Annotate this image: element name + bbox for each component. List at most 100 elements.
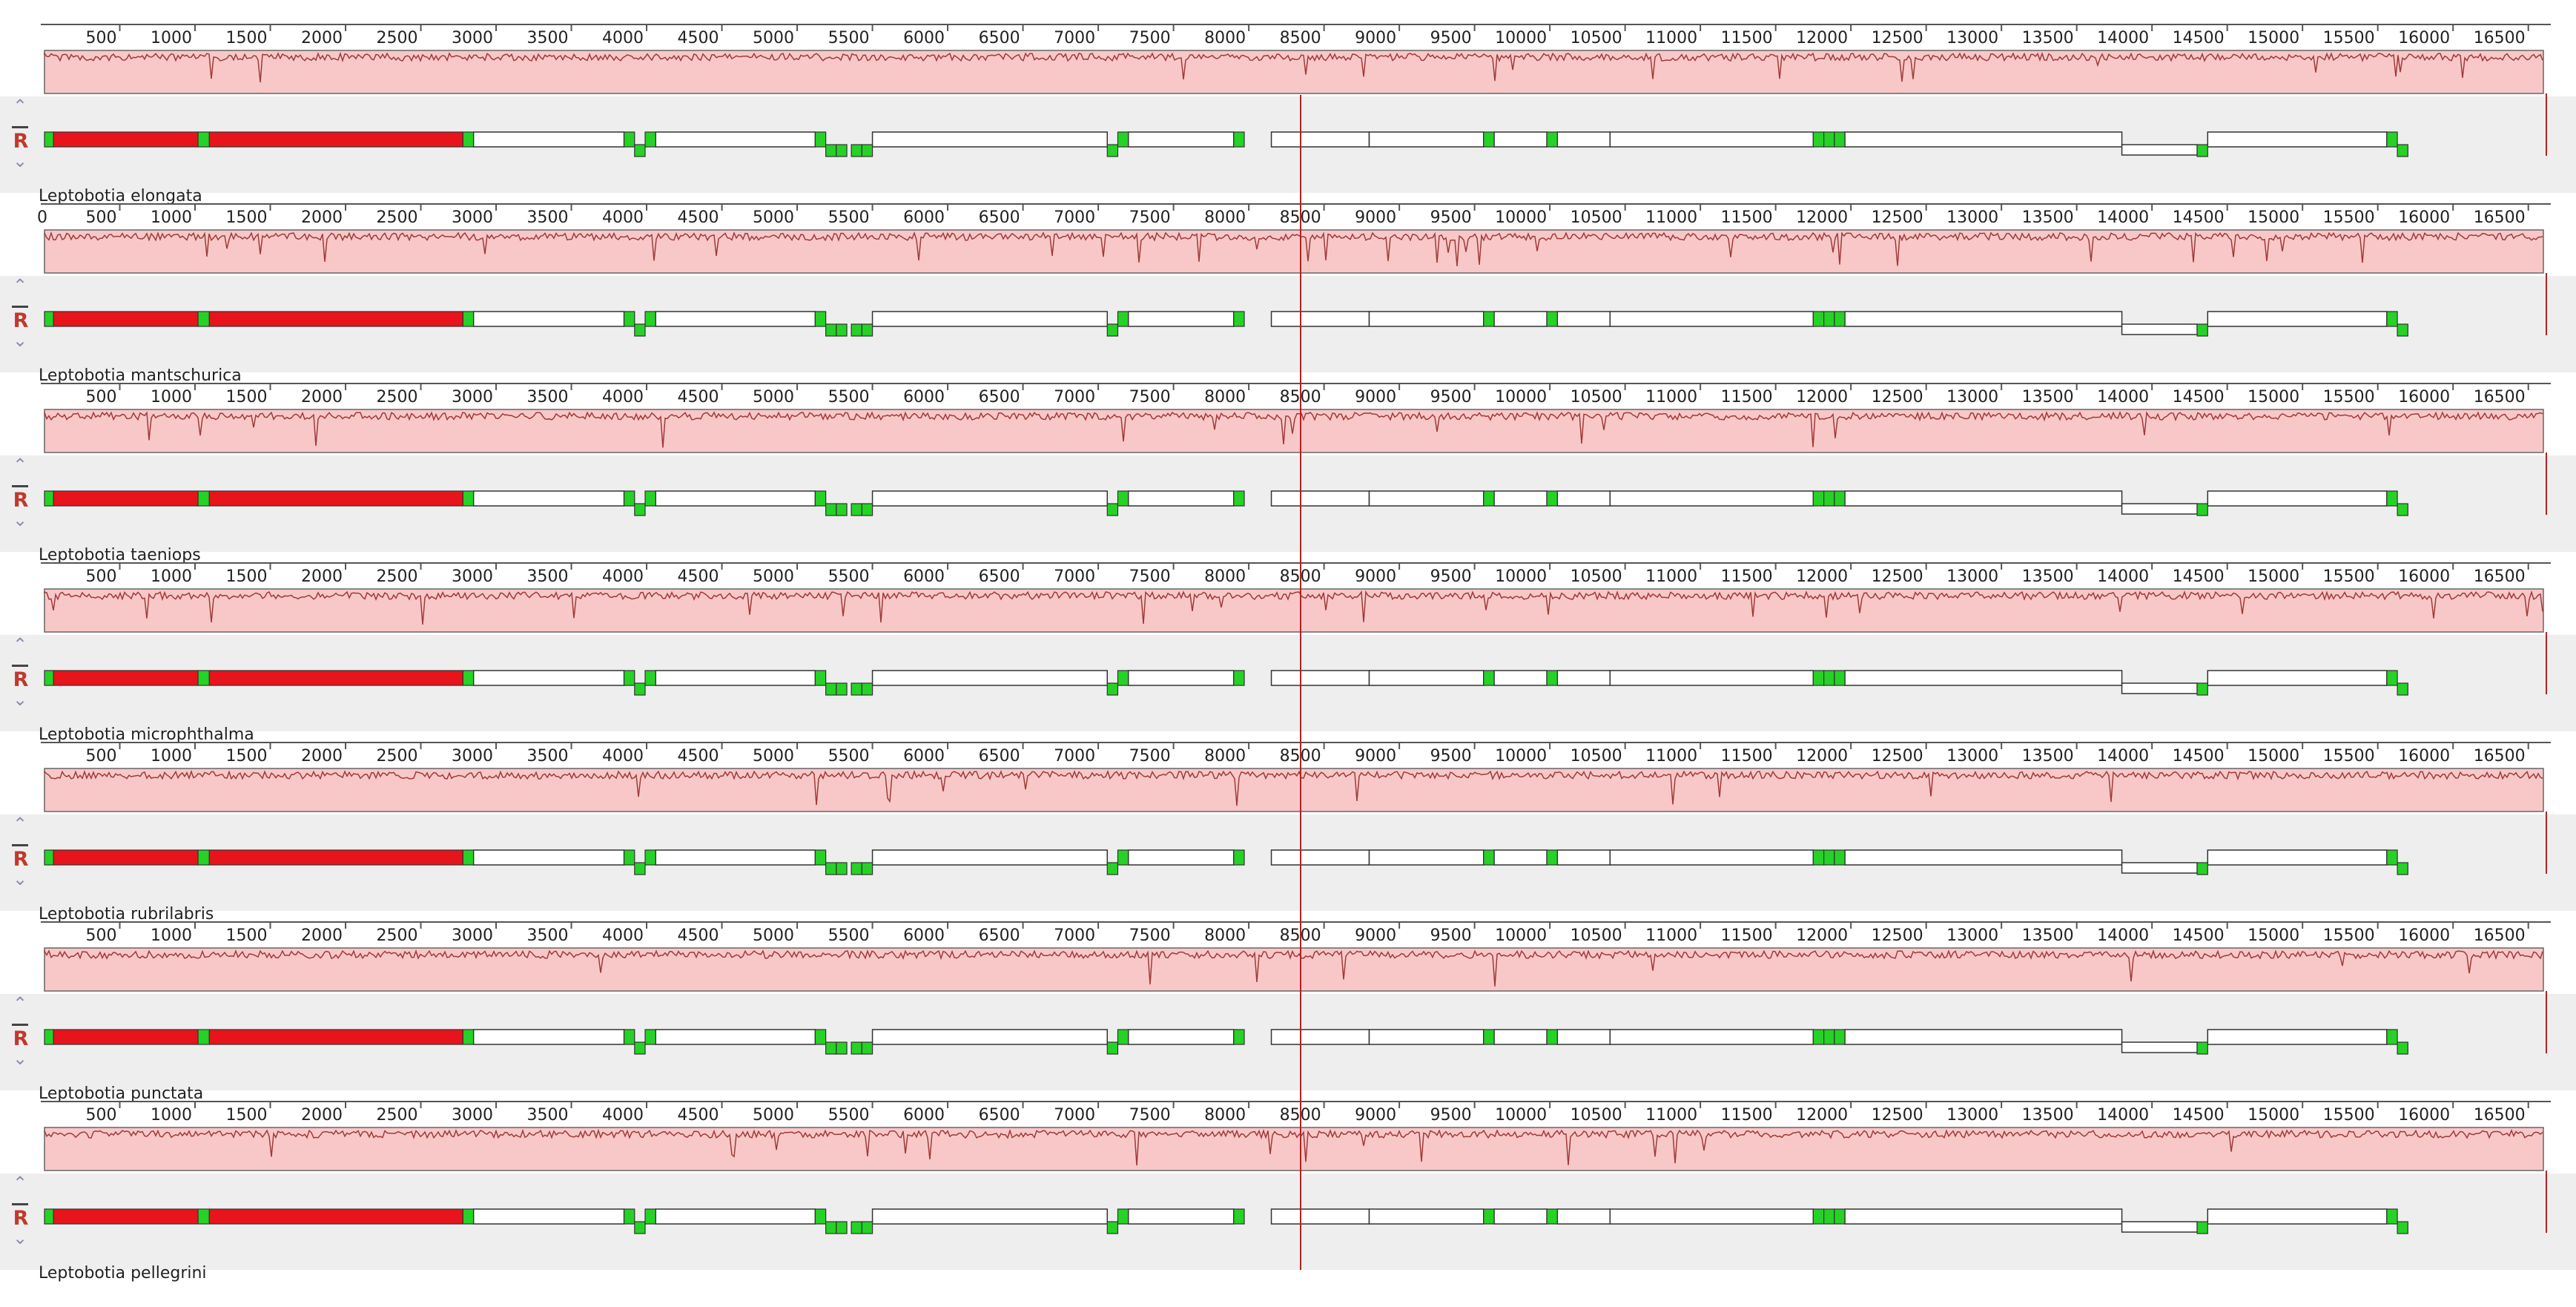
chevron-up-icon[interactable]: ⌃: [12, 993, 28, 1014]
chevron-down-icon[interactable]: ⌄: [12, 1048, 28, 1069]
ruler-tick-label: 14500: [2173, 1106, 2225, 1125]
trna-feature: [861, 1041, 873, 1055]
rrna-feature: [208, 1208, 463, 1225]
trna-feature: [197, 131, 210, 148]
ruler-tick-label: 6500: [979, 1106, 1020, 1125]
trna-feature: [1812, 490, 1825, 507]
minus-icon[interactable]: [12, 1203, 28, 1205]
reverse-complement-button[interactable]: R: [13, 1027, 29, 1050]
cds-feature: [1270, 490, 1370, 507]
ruler-tick-label: 5500: [828, 926, 870, 945]
reverse-complement-button[interactable]: R: [13, 1207, 29, 1230]
trna-feature: [1106, 1221, 1119, 1234]
trna-feature: [814, 311, 827, 327]
ruler-tick-label: 2000: [301, 926, 343, 945]
trna-feature: [1546, 1208, 1558, 1225]
trna-feature: [623, 311, 635, 327]
trna-feature: [825, 323, 837, 337]
reverse-complement-button[interactable]: R: [13, 130, 29, 153]
chevron-down-icon[interactable]: ⌄: [12, 510, 28, 530]
ruler-tick-label: 10000: [1495, 926, 1547, 945]
chevron-up-icon[interactable]: ⌃: [12, 634, 28, 655]
trna-feature: [2196, 503, 2208, 516]
ruler-tick-label: 500: [86, 747, 117, 766]
minus-icon[interactable]: [12, 844, 28, 846]
minus-icon[interactable]: [12, 665, 28, 667]
trna-feature: [1106, 862, 1119, 875]
cds-feature: [472, 131, 625, 148]
rrna-feature: [208, 311, 463, 327]
cds-feature: [472, 490, 625, 507]
trna-feature: [1834, 311, 1846, 327]
chevron-down-icon[interactable]: ⌄: [12, 151, 28, 171]
ruler-tick-label: 9500: [1430, 1106, 1472, 1125]
ruler-tick-label: 1500: [226, 926, 268, 945]
chevron-down-icon[interactable]: ⌄: [12, 689, 28, 710]
ruler-tick-label: 15500: [2323, 1106, 2375, 1125]
trna-feature: [623, 1029, 635, 1045]
similarity-profile-line: [44, 1128, 2543, 1166]
reverse-complement-button[interactable]: R: [13, 489, 29, 512]
ruler-tick-label: 13000: [1946, 29, 1998, 47]
trna-feature: [197, 311, 210, 327]
ruler-tick-label: 16000: [2398, 567, 2450, 586]
reverse-complement-button[interactable]: R: [13, 309, 29, 332]
ruler-tick-label: 9000: [1355, 747, 1396, 766]
cds-feature: [2121, 1041, 2198, 1053]
ruler-tick-label: 9000: [1355, 567, 1396, 586]
chevron-up-icon[interactable]: ⌃: [12, 1173, 28, 1194]
ruler-tick-label: 15500: [2323, 567, 2375, 586]
trna-feature: [1106, 144, 1119, 157]
chevron-up-icon[interactable]: ⌃: [12, 275, 28, 296]
genome-name-label: Leptobotia rubrilabris: [39, 905, 214, 924]
position-cursor[interactable]: [1300, 95, 1302, 1270]
ruler-tick-label: 16500: [2474, 567, 2526, 586]
ruler-tick-label: 5000: [753, 388, 794, 406]
chevron-down-icon[interactable]: ⌄: [12, 330, 28, 351]
chevron-down-icon[interactable]: ⌄: [12, 869, 28, 889]
reverse-complement-button[interactable]: R: [13, 668, 29, 691]
cds-feature: [1368, 849, 1484, 866]
ruler-tick-label: 5000: [753, 567, 794, 586]
minus-icon[interactable]: [12, 126, 28, 128]
ruler-tick-label: 500: [86, 388, 117, 406]
genome-name-label: Leptobotia elongata: [39, 187, 202, 205]
reverse-complement-button[interactable]: R: [13, 848, 29, 871]
chevron-up-icon[interactable]: ⌃: [12, 96, 28, 116]
trna-feature: [814, 1208, 827, 1225]
minus-icon[interactable]: [12, 485, 28, 487]
minus-icon[interactable]: [12, 1024, 28, 1026]
ruler-tick-label: 9000: [1355, 1106, 1396, 1125]
ruler-tick-label: 15500: [2323, 388, 2375, 406]
chevron-up-icon[interactable]: ⌃: [12, 455, 28, 475]
ruler-tick-label: 2500: [377, 29, 418, 47]
trna-feature: [1823, 849, 1835, 866]
cds-feature: [472, 849, 625, 866]
cds-feature: [1493, 1208, 1548, 1225]
chevron-down-icon[interactable]: ⌄: [12, 1228, 28, 1248]
ruler-tick-label: 8000: [1204, 29, 1246, 47]
rrna-feature: [53, 670, 199, 686]
ruler-tick-label: 4000: [602, 926, 644, 945]
ruler-tick-label: 14500: [2173, 926, 2225, 945]
ruler-tick-label: 6500: [979, 567, 1020, 586]
trna-feature: [2397, 503, 2408, 516]
ruler-tick-label: 13000: [1946, 1106, 1998, 1125]
ruler-tick-label: 13000: [1946, 747, 1998, 766]
ruler-tick-label: 6000: [903, 208, 945, 227]
ruler-tick-label: 2000: [301, 567, 343, 586]
ruler-tick-label: 5000: [753, 208, 794, 227]
cds-feature: [1127, 490, 1235, 507]
minus-icon[interactable]: [12, 306, 28, 308]
chevron-up-icon[interactable]: ⌃: [12, 814, 28, 834]
trna-feature: [462, 311, 475, 327]
ruler-tick-label: 7500: [1129, 388, 1171, 406]
ruler-tick-label: 5500: [828, 29, 870, 47]
ruler-tick-label: 5000: [753, 747, 794, 766]
trna-feature: [2196, 1221, 2208, 1234]
ruler-tick-label: 3000: [452, 567, 493, 586]
ruler-tick-label: 500: [86, 29, 117, 47]
ruler-tick-label: 3500: [527, 747, 569, 766]
cds-feature: [472, 311, 625, 327]
rrna-feature: [53, 1208, 199, 1225]
